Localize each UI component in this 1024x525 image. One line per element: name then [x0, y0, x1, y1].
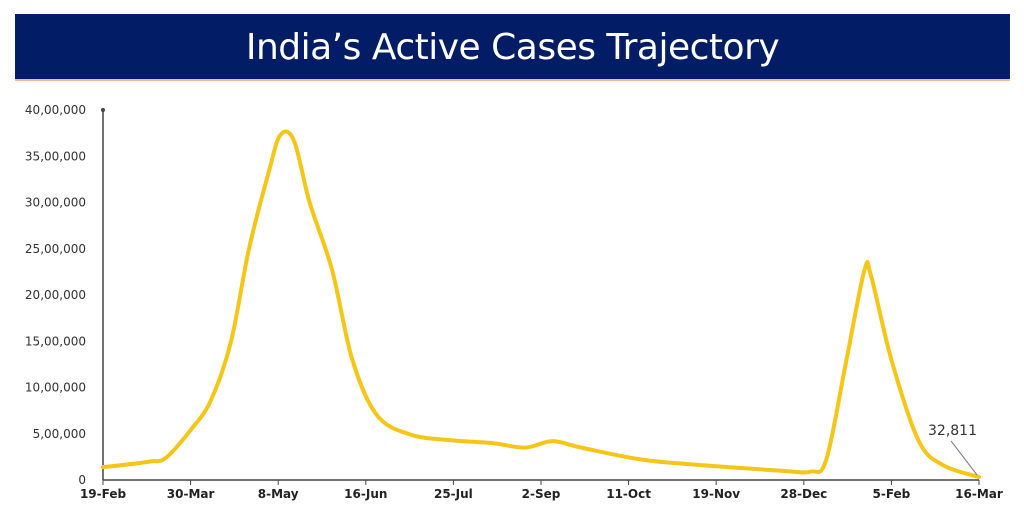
title-banner: India’s Active Cases Trajectory [15, 14, 1010, 81]
y-tick-label: 40,00,000 [25, 103, 86, 117]
y-tick-label: 10,00,000 [25, 381, 86, 395]
x-tick-label: 2-Sep [522, 487, 561, 501]
chart-title: India’s Active Cases Trajectory [245, 27, 780, 68]
x-tick-label: 19-Nov [692, 487, 740, 501]
y-tick-label: 5,00,000 [33, 427, 86, 441]
y-tick-label: 20,00,000 [25, 288, 86, 302]
x-tick-label: 5-Feb [873, 487, 911, 501]
annotation-label: 32,811 [928, 423, 977, 439]
axes: 0 5,00,000 10,00,000 15,00,000 20,00,000 25,0… [25, 103, 1003, 501]
x-tick-label: 30-Mar [167, 487, 215, 501]
annotation-leader-line [950, 440, 978, 476]
y-tick-label: 15,00,000 [25, 334, 86, 348]
y-tick-label: 35,00,000 [25, 149, 86, 163]
y-tick-label: 25,00,000 [25, 242, 86, 256]
y-tick-label: 30,00,000 [25, 196, 86, 210]
x-tick-label: 8-May [258, 487, 299, 501]
series-line-group: 32,811 [101, 129, 981, 479]
x-tick-label: 11-Oct [606, 487, 651, 501]
y-axis-end-dot [101, 108, 105, 112]
x-tick-label: 28-Dec [780, 487, 827, 501]
series-line [101, 129, 981, 479]
x-tick-label: 16-Jun [344, 487, 387, 501]
y-tick-label: 0 [78, 473, 86, 487]
x-tick-label: 19-Feb [80, 487, 127, 501]
x-tick-label: 25-Jul [434, 487, 473, 501]
x-tick-label: 16-Mar [955, 487, 1003, 501]
